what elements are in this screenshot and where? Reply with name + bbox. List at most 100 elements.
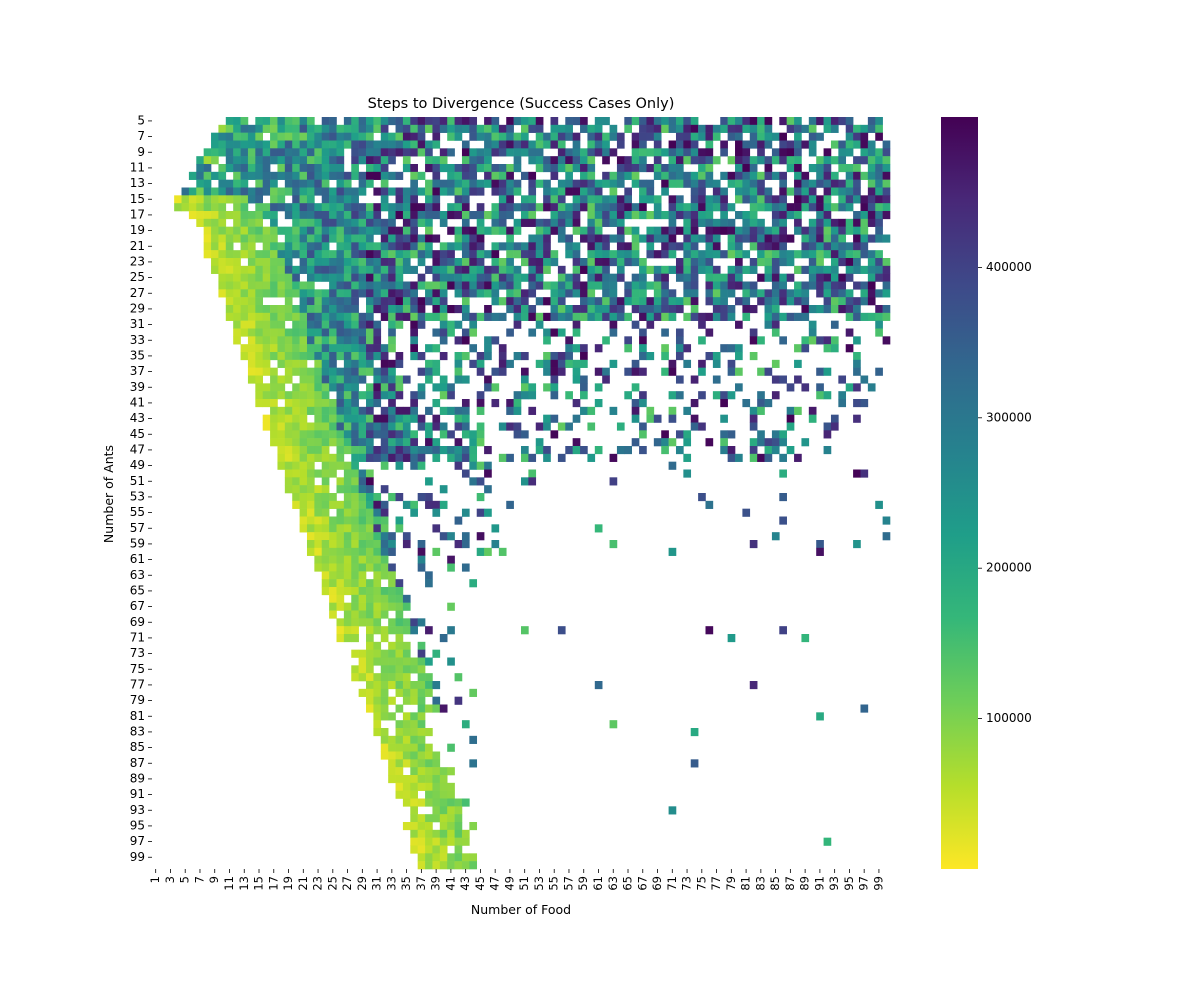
heatmap-cell (786, 273, 795, 282)
heatmap-cell (513, 352, 522, 361)
heatmap-cell (528, 469, 537, 478)
heatmap-cell (284, 226, 293, 235)
heatmap-cell (351, 485, 359, 494)
heatmap-cell (690, 414, 699, 423)
heatmap-cell (321, 156, 330, 165)
heatmap-cell (432, 297, 441, 306)
heatmap-cell (321, 273, 330, 282)
heatmap-cell (771, 438, 780, 447)
heatmap-cell (270, 140, 278, 149)
heatmap-cell (388, 203, 396, 212)
heatmap-cell (255, 273, 263, 282)
heatmap-cell (616, 195, 625, 204)
heatmap-cell (425, 681, 433, 690)
heatmap-cell (299, 140, 308, 149)
heatmap-cell (860, 250, 869, 259)
heatmap-cell (469, 156, 478, 165)
heatmap-cell (506, 328, 514, 337)
heatmap-cell (867, 281, 876, 290)
heatmap-cell (336, 179, 345, 188)
heatmap-cell (432, 751, 441, 760)
heatmap-cell (506, 211, 514, 220)
heatmap-cell (351, 226, 359, 235)
heatmap-cell (292, 289, 300, 298)
heatmap-cell (506, 281, 514, 290)
heatmap-cell (513, 273, 522, 282)
heatmap-cell (587, 289, 596, 298)
heatmap-cell (417, 673, 426, 682)
heatmap-cell (705, 297, 714, 306)
heatmap-cell (417, 171, 426, 180)
heatmap-cell (513, 132, 522, 141)
heatmap-cell (484, 312, 492, 321)
heatmap-cell (639, 344, 647, 353)
heatmap-cell (720, 226, 728, 235)
heatmap-cell (425, 124, 433, 133)
heatmap-cell (373, 571, 382, 580)
x-tick-label: 29 (355, 876, 369, 891)
heatmap-cell (329, 305, 337, 314)
heatmap-cell (402, 822, 411, 831)
heatmap-cell (845, 383, 854, 392)
heatmap-cell (735, 250, 743, 259)
heatmap-cell (425, 657, 433, 666)
heatmap-cell (432, 775, 441, 784)
heatmap-cell (299, 234, 308, 243)
heatmap-cell (454, 446, 463, 455)
heatmap-cell (454, 258, 463, 267)
heatmap-cell (565, 359, 573, 368)
heatmap-cell (321, 430, 330, 439)
heatmap-cell (439, 211, 448, 220)
heatmap-cell (506, 453, 514, 462)
heatmap-cell (336, 312, 345, 321)
heatmap-cell (771, 312, 780, 321)
heatmap-cell (432, 524, 441, 533)
heatmap-cell (653, 414, 662, 423)
heatmap-cell (211, 211, 219, 220)
heatmap-cell (292, 422, 300, 431)
heatmap-cell (321, 258, 330, 267)
heatmap-cell (277, 203, 286, 212)
heatmap-cell (860, 469, 869, 478)
heatmap-cell (764, 132, 773, 141)
heatmap-cell (417, 203, 426, 212)
heatmap-cell (439, 179, 448, 188)
heatmap-cell (388, 383, 396, 392)
heatmap-cell (306, 328, 315, 337)
heatmap-cell (395, 422, 404, 431)
heatmap-cell (491, 336, 500, 345)
heatmap-cell (366, 171, 374, 180)
heatmap-cell (336, 171, 345, 180)
heatmap-cell (388, 641, 396, 650)
heatmap-cell (838, 297, 847, 306)
heatmap-cell (602, 140, 610, 149)
heatmap-cell (314, 555, 323, 564)
heatmap-cell (661, 226, 669, 235)
heatmap-cell (292, 218, 300, 227)
heatmap-cell (498, 203, 507, 212)
heatmap-cell (402, 775, 411, 784)
heatmap-cell (439, 798, 448, 807)
heatmap-cell (292, 132, 300, 141)
heatmap-cell (602, 265, 610, 274)
heatmap-cell (668, 211, 677, 220)
heatmap-cell (528, 281, 537, 290)
heatmap-cell (631, 273, 640, 282)
heatmap-cell (343, 179, 352, 188)
heatmap-cell (469, 226, 478, 235)
heatmap-cell (557, 140, 566, 149)
x-tick-label: 31 (370, 876, 384, 891)
heatmap-cell (661, 352, 669, 361)
heatmap-cell (395, 735, 404, 744)
heatmap-cell (211, 218, 219, 227)
heatmap-cell (454, 179, 463, 188)
heatmap-cell (550, 328, 559, 337)
heatmap-cell (306, 265, 315, 274)
heatmap-cell (690, 148, 699, 157)
heatmap-cell (255, 265, 263, 274)
heatmap-cell (284, 250, 293, 259)
heatmap-cell (757, 117, 765, 126)
heatmap-cell (853, 367, 861, 376)
heatmap-cell (277, 124, 286, 133)
heatmap-cell (587, 171, 596, 180)
